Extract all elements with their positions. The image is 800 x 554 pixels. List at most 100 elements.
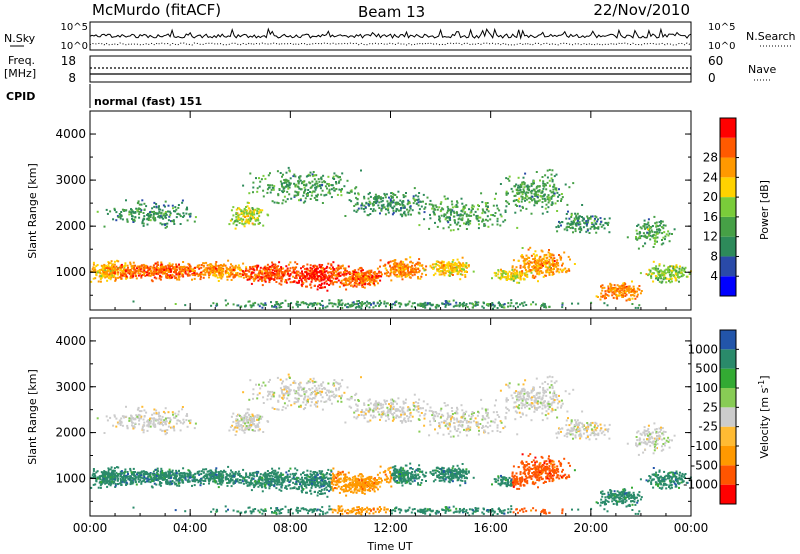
scatter-cell <box>231 264 234 267</box>
scatter-cell <box>393 205 396 208</box>
scatter-cell <box>441 265 444 268</box>
scatter-cell <box>181 199 184 202</box>
scatter-cell <box>264 268 267 271</box>
scatter-cell <box>524 269 527 271</box>
scatter-cell <box>587 217 589 220</box>
scatter-cell <box>380 301 383 304</box>
freq-tick-top: 18 <box>61 54 76 68</box>
scatter-cell <box>633 292 636 295</box>
scatter-cell <box>241 218 244 221</box>
scatter-cell <box>452 299 455 302</box>
scatter-cell <box>546 259 548 262</box>
scatter-cell <box>545 269 548 272</box>
scatter-cell <box>107 264 110 267</box>
scatter-cell <box>561 302 564 305</box>
scatter-cell <box>437 261 440 263</box>
scatter-cell <box>541 201 544 204</box>
scatter-cell <box>491 277 493 280</box>
scatter-cell <box>131 215 134 218</box>
scatter-cell <box>189 212 192 215</box>
scatter-cell <box>458 217 461 220</box>
scatter-cell <box>368 276 371 279</box>
scatter-cell <box>357 193 360 196</box>
scatter-cell <box>306 192 309 194</box>
scatter-cell <box>393 272 396 274</box>
scatter-cell <box>162 267 165 270</box>
scatter-cell <box>630 288 633 291</box>
scatter-cell <box>534 190 537 193</box>
scatter-cell <box>411 261 414 264</box>
scatter-cell <box>241 222 244 225</box>
scatter-cell <box>567 210 569 213</box>
scatter-cell <box>532 188 535 191</box>
scatter-cell <box>173 271 175 273</box>
scatter-cell <box>402 196 405 199</box>
scatter-cell <box>188 265 191 268</box>
scatter-cell <box>411 274 414 277</box>
scatter-cell <box>150 279 153 282</box>
scatter-cell <box>314 302 317 305</box>
scatter-cell <box>457 228 460 231</box>
scatter-cell <box>307 306 309 309</box>
scatter-cell <box>363 195 366 198</box>
scatter-cell <box>556 269 559 272</box>
scatter-cell <box>618 285 621 288</box>
scatter-cell <box>600 292 603 295</box>
scatter-cell <box>310 272 313 275</box>
scatter-cell <box>136 209 139 212</box>
scatter-cell <box>558 194 561 196</box>
scatter-cell <box>320 284 323 287</box>
scatter-cell <box>287 278 290 281</box>
scatter-cell <box>351 272 354 275</box>
scatter-cell <box>577 216 580 219</box>
scatter-cell <box>140 276 143 279</box>
scatter-cell <box>462 262 465 265</box>
scatter-cell <box>312 271 315 274</box>
scatter-cell <box>251 211 254 214</box>
scatter-cell <box>549 184 551 187</box>
scatter-cell <box>176 278 179 281</box>
scatter-cell <box>680 268 683 271</box>
scatter-cell <box>295 266 298 269</box>
scatter-cell <box>202 262 205 265</box>
scatter-cell <box>574 212 577 215</box>
scatter-cell <box>348 304 351 307</box>
scatter-cell <box>444 218 447 221</box>
scatter-cell <box>240 217 243 220</box>
scatter-cell <box>333 189 336 192</box>
scatter-cell <box>138 213 141 216</box>
scatter-cell <box>132 264 135 267</box>
scatter-cell <box>277 265 280 268</box>
scatter-cell <box>658 231 661 234</box>
scatter-cell <box>449 263 452 266</box>
scatter-cell <box>452 271 455 273</box>
scatter-cell <box>638 304 641 307</box>
scatter-cell <box>476 214 479 217</box>
scatter-cell <box>449 264 452 267</box>
scatter-cell <box>239 272 241 275</box>
scatter-cell <box>251 276 254 279</box>
scatter-cell <box>622 282 625 285</box>
scatter-cell <box>252 268 255 271</box>
scatter-cell <box>325 276 328 279</box>
scatter-cell <box>523 261 526 264</box>
scatter-cell <box>152 470 155 473</box>
scatter-cell <box>302 301 305 304</box>
scatter-cell <box>546 268 549 271</box>
scatter-cell <box>134 275 137 277</box>
scatter-cell <box>215 261 218 263</box>
scatter-cell <box>455 211 458 214</box>
scatter-cell <box>318 280 321 283</box>
scatter-cell <box>567 268 570 271</box>
scatter-cell <box>363 286 366 289</box>
scatter-cell <box>197 266 200 269</box>
scatter-cell <box>517 199 519 202</box>
scatter-cell <box>621 296 624 298</box>
scatter-cell <box>125 277 128 280</box>
scatter-cell <box>526 261 529 264</box>
scatter-cell <box>95 479 98 482</box>
scatter-cell <box>100 481 103 484</box>
scatter-cell <box>387 275 390 278</box>
scatter-cell <box>535 254 538 257</box>
scatter-cell <box>422 305 424 308</box>
